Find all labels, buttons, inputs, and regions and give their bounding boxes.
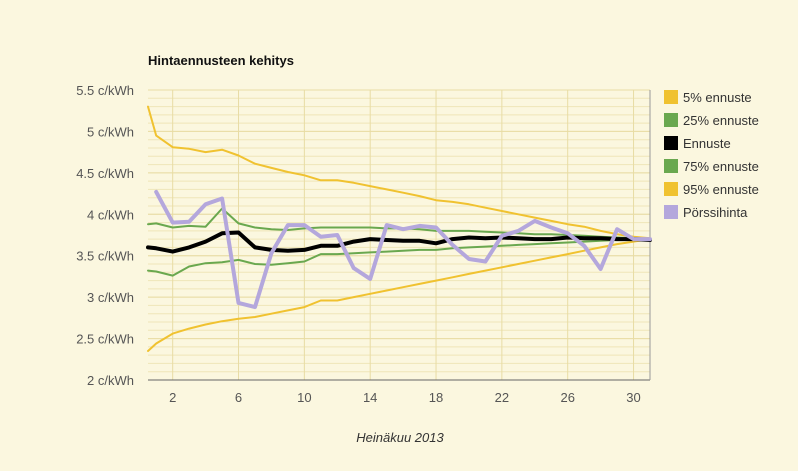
legend-swatch xyxy=(664,182,678,196)
chart-title: Hintaennusteen kehitys xyxy=(148,53,294,68)
series-line-p-rssihinta xyxy=(154,189,652,310)
series-line-95-ennuste xyxy=(147,238,651,352)
series-line-ennuste xyxy=(146,230,652,254)
y-tick-label: 4 c/kWh xyxy=(87,207,134,222)
legend-label: 75% ennuste xyxy=(683,159,759,174)
legend-label: 95% ennuste xyxy=(683,182,759,197)
legend-label: Ennuste xyxy=(683,136,731,151)
legend-item: 25% ennuste xyxy=(664,113,759,128)
legend-swatch xyxy=(664,113,678,127)
x-tick-label: 10 xyxy=(297,390,311,405)
legend-swatch xyxy=(664,136,678,150)
legend-swatch xyxy=(664,159,678,173)
legend: 5% ennuste 25% ennuste Ennuste 75% ennuste 9… xyxy=(664,90,759,220)
y-tick-label: 5.5 c/kWh xyxy=(76,83,134,98)
grid-lines xyxy=(148,89,650,381)
x-tick-label: 22 xyxy=(495,390,509,405)
x-tick-label: 14 xyxy=(363,390,377,405)
legend-item: 5% ennuste xyxy=(664,90,752,105)
y-tick-label: 5 c/kWh xyxy=(87,124,134,139)
y-tick-label: 2.5 c/kWh xyxy=(76,332,134,347)
legend-label: 5% ennuste xyxy=(683,90,752,105)
series-lines xyxy=(146,105,652,352)
legend-swatch xyxy=(664,90,678,104)
x-tick-label: 26 xyxy=(560,390,574,405)
series-line-5-ennuste xyxy=(147,105,651,240)
legend-item: Ennuste xyxy=(664,136,731,151)
legend-item: 75% ennuste xyxy=(664,159,759,174)
y-tick-label: 2 c/kWh xyxy=(87,373,134,388)
legend-label: 25% ennuste xyxy=(683,113,759,128)
legend-item: 95% ennuste xyxy=(664,182,759,197)
legend-label: Pörssihinta xyxy=(683,205,748,220)
x-tick-label: 30 xyxy=(626,390,640,405)
y-tick-label: 3.5 c/kWh xyxy=(76,249,134,264)
series-line-75-ennuste xyxy=(147,238,651,277)
x-tick-label: 6 xyxy=(235,390,242,405)
y-tick-label: 3 c/kWh xyxy=(87,290,134,305)
legend-item: Pörssihinta xyxy=(664,205,748,220)
axes: 2 c/kWh 2.5 c/kWh 3 c/kWh 3.5 c/kWh 4 c/kWh 4… xyxy=(76,83,651,405)
x-axis-label: Heinäkuu 2013 xyxy=(356,430,444,445)
legend-swatch xyxy=(664,205,678,219)
y-tick-label: 4.5 c/kWh xyxy=(76,166,134,181)
x-tick-label: 2 xyxy=(169,390,176,405)
x-tick-label: 18 xyxy=(429,390,443,405)
